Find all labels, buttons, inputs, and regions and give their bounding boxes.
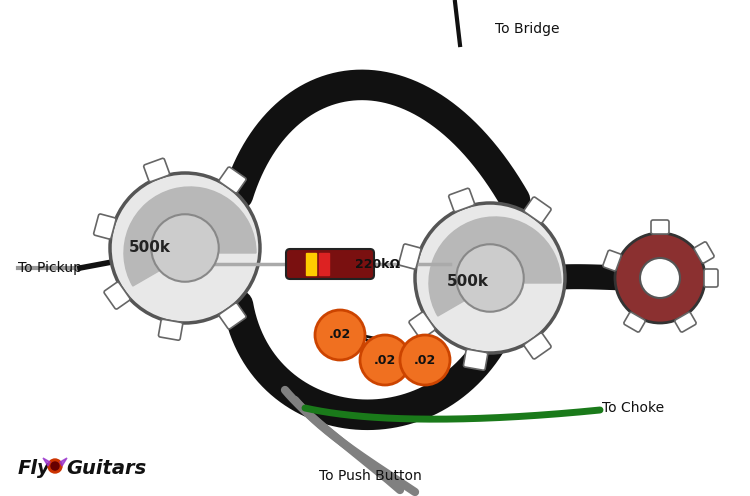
Circle shape [400,335,450,385]
Bar [319,253,329,275]
Bar [306,253,316,275]
FancyBboxPatch shape [409,312,435,339]
FancyBboxPatch shape [448,188,475,212]
Text: .02: .02 [374,354,396,367]
FancyBboxPatch shape [624,312,645,332]
Text: Guitars: Guitars [66,458,146,478]
FancyBboxPatch shape [399,244,421,269]
Text: ★: ★ [46,461,59,475]
Circle shape [152,214,219,282]
FancyBboxPatch shape [144,158,170,182]
Text: 500k: 500k [447,274,489,290]
Wedge shape [429,217,561,316]
FancyBboxPatch shape [694,242,714,263]
FancyBboxPatch shape [219,167,246,193]
FancyBboxPatch shape [286,249,374,279]
Circle shape [615,233,705,323]
FancyBboxPatch shape [104,282,130,309]
Text: .02: .02 [328,328,351,342]
FancyBboxPatch shape [603,250,621,271]
FancyBboxPatch shape [704,269,718,287]
Circle shape [51,462,59,470]
Circle shape [456,244,524,312]
Circle shape [360,335,410,385]
Circle shape [315,310,365,360]
FancyBboxPatch shape [524,197,551,223]
Text: .02: .02 [414,354,436,367]
FancyBboxPatch shape [94,214,116,239]
Polygon shape [43,458,50,466]
Text: To Choke: To Choke [602,401,664,415]
FancyBboxPatch shape [524,333,551,359]
FancyBboxPatch shape [158,319,183,340]
FancyBboxPatch shape [464,349,488,370]
Text: To Push Button: To Push Button [319,469,422,483]
Text: 500k: 500k [129,241,171,255]
Circle shape [415,203,565,353]
Text: 220kΩ: 220kΩ [355,257,401,270]
FancyBboxPatch shape [219,303,246,329]
Polygon shape [60,458,67,466]
Circle shape [48,459,62,473]
Text: To Bridge: To Bridge [495,22,560,36]
FancyBboxPatch shape [651,220,669,234]
Circle shape [110,173,260,323]
Wedge shape [124,187,256,286]
Text: Fly: Fly [18,458,51,478]
Text: To Pickup: To Pickup [18,261,82,275]
FancyBboxPatch shape [675,312,696,332]
Circle shape [640,258,680,298]
